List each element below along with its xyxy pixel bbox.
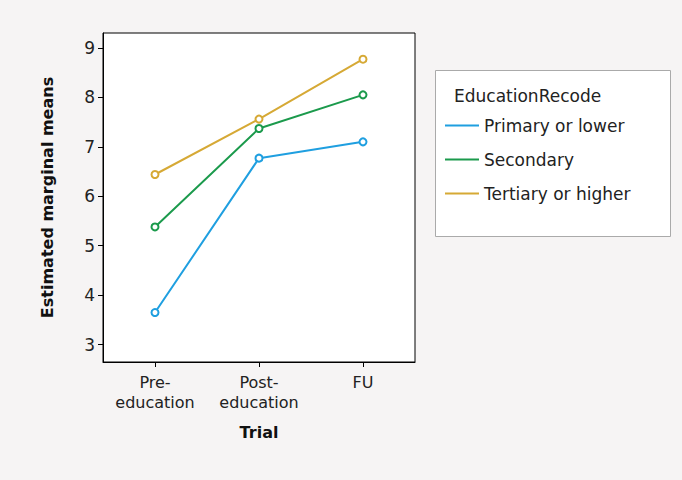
svg-text:5: 5 — [84, 236, 95, 256]
svg-text:education: education — [115, 393, 194, 412]
svg-text:FU: FU — [353, 373, 374, 392]
svg-text:Pre-: Pre- — [139, 373, 170, 392]
svg-text:Trial: Trial — [240, 423, 279, 442]
svg-text:6: 6 — [84, 186, 95, 206]
svg-text:EducationRecode: EducationRecode — [454, 86, 601, 106]
svg-text:Post-: Post- — [239, 373, 278, 392]
svg-text:Tertiary or higher: Tertiary or higher — [483, 184, 631, 204]
svg-text:education: education — [219, 393, 298, 412]
svg-text:7: 7 — [84, 137, 95, 157]
svg-text:4: 4 — [84, 285, 95, 305]
svg-text:Secondary: Secondary — [484, 150, 574, 170]
svg-text:Estimated marginal means: Estimated marginal means — [38, 77, 57, 318]
svg-text:Primary or lower: Primary or lower — [484, 116, 624, 136]
svg-text:9: 9 — [84, 38, 95, 58]
svg-text:8: 8 — [84, 87, 95, 107]
svg-text:3: 3 — [84, 335, 95, 355]
